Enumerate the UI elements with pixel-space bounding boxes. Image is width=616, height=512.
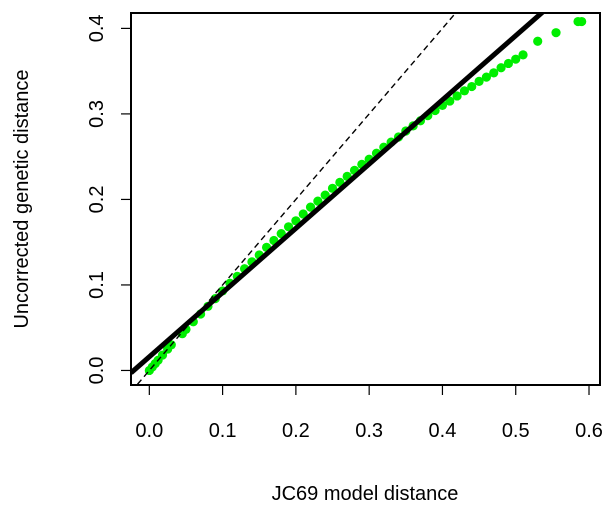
x-tick-label: 0.4 bbox=[429, 420, 457, 442]
data-point bbox=[577, 16, 587, 27]
data-point bbox=[459, 86, 470, 96]
data-point bbox=[452, 91, 462, 101]
data-point bbox=[313, 196, 323, 206]
data-point bbox=[467, 81, 477, 92]
data-point bbox=[503, 58, 513, 69]
x-tick-label: 0.5 bbox=[502, 420, 530, 442]
data-point bbox=[305, 202, 316, 212]
x-axis: 0.0 0.1 0.2 0.3 0.4 0.5 0.6 bbox=[135, 384, 603, 442]
data-point bbox=[298, 209, 308, 219]
identity-line bbox=[135, 13, 457, 385]
y-tick-label: 0.0 bbox=[86, 357, 108, 385]
data-point bbox=[489, 68, 499, 78]
data-point bbox=[511, 54, 521, 64]
data-point bbox=[283, 222, 294, 232]
data-point bbox=[481, 72, 492, 82]
y-tick-label: 0.4 bbox=[86, 14, 108, 42]
data-point bbox=[327, 183, 338, 193]
data-point bbox=[518, 50, 528, 60]
y-tick-label: 0.3 bbox=[86, 100, 108, 128]
y-tick-label: 0.2 bbox=[86, 186, 108, 214]
y-axis: 0.0 0.1 0.2 0.3 0.4 bbox=[86, 14, 132, 385]
data-point bbox=[496, 63, 506, 73]
x-tick-label: 0.6 bbox=[575, 420, 603, 442]
x-tick-label: 0.1 bbox=[209, 420, 237, 442]
y-tick-label: 0.1 bbox=[86, 271, 108, 299]
reference-lines bbox=[131, 13, 546, 385]
data-point bbox=[474, 76, 484, 87]
data-points bbox=[144, 16, 587, 376]
data-point bbox=[551, 28, 561, 38]
x-axis-title: JC69 model distance bbox=[272, 483, 459, 505]
regression-line bbox=[131, 13, 546, 375]
x-tick-label: 0.3 bbox=[355, 420, 383, 442]
plot-frame bbox=[130, 12, 601, 386]
data-point bbox=[533, 36, 543, 46]
y-axis-title: Uncorrected genetic distance bbox=[11, 69, 33, 328]
x-tick-label: 0.2 bbox=[282, 420, 310, 442]
x-tick-label: 0.0 bbox=[135, 420, 163, 442]
